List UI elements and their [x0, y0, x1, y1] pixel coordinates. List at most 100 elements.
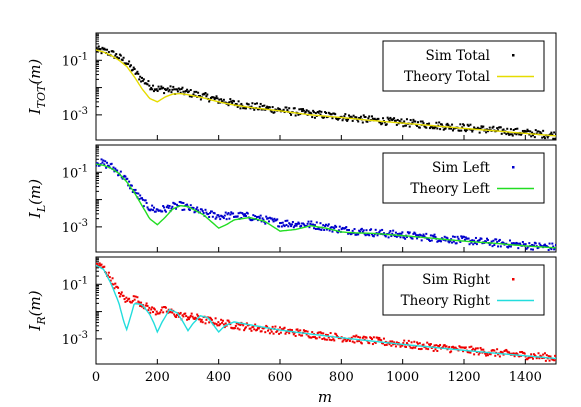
data-point — [358, 229, 361, 232]
data-point — [218, 98, 221, 101]
data-point — [131, 299, 134, 302]
data-point — [551, 133, 554, 136]
data-point — [120, 291, 123, 294]
data-point — [529, 356, 532, 359]
data-point — [467, 351, 470, 354]
data-point — [239, 107, 242, 110]
data-point — [450, 238, 453, 241]
data-point — [439, 128, 442, 131]
data-point — [390, 235, 393, 238]
data-point — [471, 349, 474, 352]
data-point — [473, 126, 476, 129]
data-point — [409, 236, 412, 239]
data-point — [197, 91, 200, 94]
data-point — [199, 98, 202, 101]
data-point — [203, 93, 206, 96]
data-point — [228, 321, 231, 324]
data-point — [411, 121, 414, 124]
data-point — [116, 56, 119, 59]
data-point — [305, 333, 308, 336]
x-axis-label: m — [318, 388, 332, 406]
data-point — [271, 106, 274, 109]
data-point — [513, 242, 516, 245]
data-point — [145, 302, 148, 305]
data-point — [160, 85, 163, 88]
data-point — [189, 89, 192, 92]
data-point — [106, 161, 109, 164]
data-point — [320, 332, 323, 335]
data-point — [300, 108, 303, 111]
data-point — [222, 217, 225, 220]
data-point — [491, 126, 494, 129]
data-point — [515, 133, 518, 136]
data-point — [448, 241, 451, 244]
data-point — [399, 236, 402, 239]
data-point — [326, 224, 329, 227]
data-point — [244, 326, 247, 329]
panel-2: 10-1 10-3 IL(m) Sim Left Theory Left — [26, 144, 557, 253]
data-point — [101, 161, 104, 164]
data-point — [180, 88, 183, 91]
data-point — [107, 165, 110, 168]
data-point — [279, 221, 282, 224]
data-point — [342, 339, 345, 342]
data-point — [119, 54, 122, 57]
data-point — [188, 95, 191, 98]
data-point — [519, 242, 522, 245]
data-point — [260, 220, 263, 223]
data-point — [465, 128, 468, 131]
data-point — [262, 218, 265, 221]
data-point — [173, 313, 176, 316]
data-point — [253, 328, 256, 331]
data-point — [284, 332, 287, 335]
data-point — [382, 232, 385, 235]
data-point — [351, 229, 354, 232]
data-point — [330, 113, 333, 116]
data-point — [185, 315, 188, 318]
data-point — [516, 127, 519, 130]
data-point — [312, 223, 315, 226]
data-point — [141, 198, 144, 201]
panel-3: 10-1 10-3 0 200 400 600 800 1000 1200 1400 IR(m) Si… — [26, 256, 557, 385]
legend-marker-sim — [512, 166, 515, 169]
data-point — [320, 228, 323, 231]
data-point — [471, 130, 474, 133]
data-point — [307, 220, 310, 223]
data-point — [107, 271, 110, 274]
data-point — [271, 218, 274, 221]
data-point — [410, 341, 413, 344]
data-point — [548, 359, 551, 362]
data-point — [513, 355, 516, 358]
data-point — [102, 159, 105, 162]
data-point — [199, 320, 202, 323]
data-point — [272, 332, 275, 335]
data-point — [266, 325, 269, 328]
data-point — [118, 57, 120, 60]
data-point — [214, 217, 217, 220]
panel-1: 10-1 10-3 ITOT(m) Sim Total Theory Total — [26, 32, 557, 141]
data-point — [451, 345, 454, 348]
data-point — [189, 204, 192, 207]
data-point — [226, 213, 229, 216]
data-point — [486, 354, 489, 357]
data-point — [239, 324, 242, 327]
data-point — [242, 324, 245, 327]
data-point — [184, 312, 187, 315]
data-point — [242, 213, 245, 216]
data-point — [475, 243, 478, 246]
data-point — [355, 334, 358, 337]
data-point — [288, 332, 291, 335]
data-point — [131, 190, 134, 193]
data-point — [405, 118, 408, 121]
data-point — [267, 329, 270, 332]
data-point — [299, 329, 302, 332]
data-point — [172, 85, 175, 88]
data-point — [173, 88, 176, 91]
data-point — [477, 353, 480, 356]
data-point — [435, 344, 438, 347]
data-point — [311, 116, 314, 119]
data-point — [182, 315, 185, 318]
data-point — [462, 123, 465, 126]
data-point — [458, 345, 461, 348]
data-point — [240, 217, 243, 220]
